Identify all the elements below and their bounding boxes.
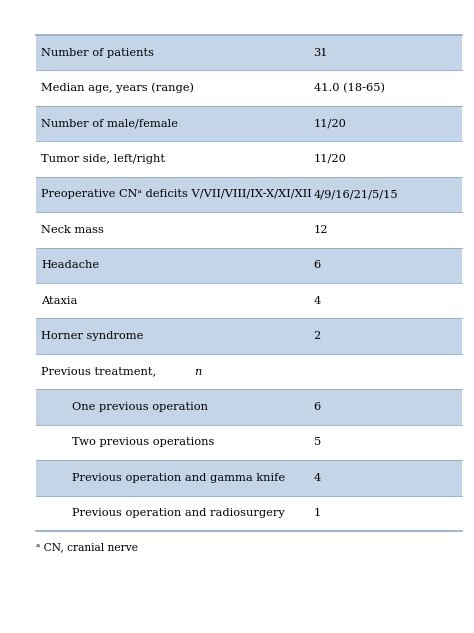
Text: 11/20: 11/20: [313, 118, 346, 128]
Bar: [36, 318, 462, 354]
Bar: [36, 425, 462, 460]
Text: 6: 6: [313, 260, 321, 270]
Bar: [36, 35, 462, 70]
Bar: [36, 70, 462, 106]
Text: One previous operation: One previous operation: [72, 402, 208, 412]
Text: Horner syndrome: Horner syndrome: [41, 331, 144, 341]
Text: 12: 12: [313, 225, 328, 235]
Bar: [36, 354, 462, 389]
Bar: [36, 177, 462, 212]
Text: 2: 2: [313, 331, 321, 341]
Text: n: n: [194, 367, 202, 377]
Text: Number of male/female: Number of male/female: [41, 118, 178, 128]
Text: Median age, years (range): Median age, years (range): [41, 83, 194, 93]
Bar: [36, 248, 462, 283]
Text: Previous treatment,: Previous treatment,: [41, 367, 160, 377]
Bar: [36, 496, 462, 531]
Text: 4/9/16/21/5/15: 4/9/16/21/5/15: [313, 189, 398, 199]
Text: Previous operation and radiosurgery: Previous operation and radiosurgery: [72, 508, 285, 518]
Text: Ataxia: Ataxia: [41, 296, 78, 306]
Text: 1: 1: [313, 508, 321, 518]
Text: Number of patients: Number of patients: [41, 47, 154, 58]
Text: 4: 4: [313, 473, 321, 483]
Text: Tumor side, left/right: Tumor side, left/right: [41, 154, 165, 164]
Text: 11/20: 11/20: [313, 154, 346, 164]
Bar: [36, 460, 462, 496]
Text: 6: 6: [313, 402, 321, 412]
Text: 41.0 (18-65): 41.0 (18-65): [313, 83, 384, 93]
Bar: [36, 283, 462, 318]
Bar: [36, 141, 462, 177]
Text: Two previous operations: Two previous operations: [72, 437, 214, 448]
Text: 31: 31: [313, 47, 328, 58]
Text: 5: 5: [313, 437, 321, 448]
Text: Headache: Headache: [41, 260, 100, 270]
Text: Previous operation and gamma knife: Previous operation and gamma knife: [72, 473, 285, 483]
Text: ᵃ CN, cranial nerve: ᵃ CN, cranial nerve: [36, 542, 137, 553]
Bar: [36, 106, 462, 141]
Text: Neck mass: Neck mass: [41, 225, 104, 235]
Bar: [36, 389, 462, 425]
Text: Preoperative CNᵃ deficits V/VII/VIII/IX-X/XI/XII: Preoperative CNᵃ deficits V/VII/VIII/IX-…: [41, 189, 312, 199]
Text: 4: 4: [313, 296, 321, 306]
Bar: [36, 212, 462, 248]
